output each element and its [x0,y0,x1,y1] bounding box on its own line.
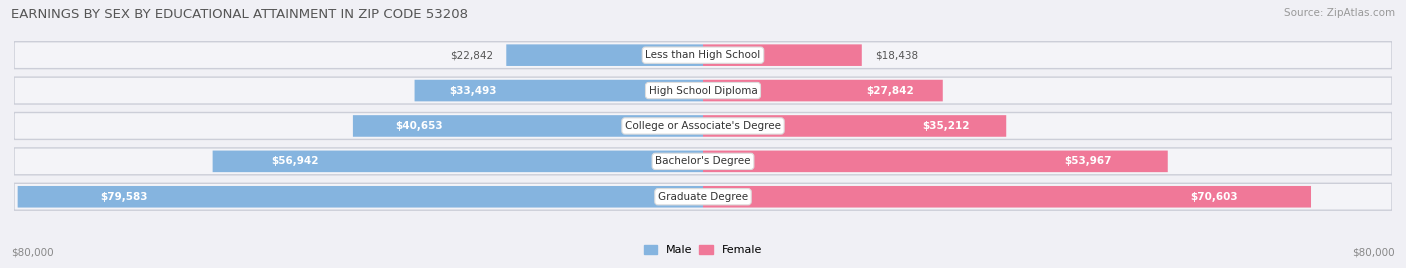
Legend: Male, Female: Male, Female [640,240,766,260]
Text: $18,438: $18,438 [875,50,918,60]
Text: $33,493: $33,493 [449,85,496,96]
FancyBboxPatch shape [14,148,1392,175]
FancyBboxPatch shape [353,115,703,137]
Text: $40,653: $40,653 [395,121,443,131]
Text: Bachelor's Degree: Bachelor's Degree [655,156,751,166]
Text: $80,000: $80,000 [1353,247,1395,257]
FancyBboxPatch shape [703,151,1168,172]
Text: $22,842: $22,842 [450,50,494,60]
Text: College or Associate's Degree: College or Associate's Degree [626,121,780,131]
Text: $80,000: $80,000 [11,247,53,257]
FancyBboxPatch shape [703,186,1310,207]
Text: $56,942: $56,942 [271,156,319,166]
FancyBboxPatch shape [506,44,703,66]
Text: $27,842: $27,842 [866,85,914,96]
FancyBboxPatch shape [212,151,703,172]
Text: Source: ZipAtlas.com: Source: ZipAtlas.com [1284,8,1395,18]
Text: $35,212: $35,212 [922,121,970,131]
FancyBboxPatch shape [14,183,1392,210]
Text: $79,583: $79,583 [100,192,148,202]
Text: Less than High School: Less than High School [645,50,761,60]
FancyBboxPatch shape [415,80,703,101]
Text: Graduate Degree: Graduate Degree [658,192,748,202]
FancyBboxPatch shape [703,115,1007,137]
Text: High School Diploma: High School Diploma [648,85,758,96]
Text: $70,603: $70,603 [1191,192,1239,202]
FancyBboxPatch shape [14,77,1392,104]
FancyBboxPatch shape [18,186,703,207]
Text: EARNINGS BY SEX BY EDUCATIONAL ATTAINMENT IN ZIP CODE 53208: EARNINGS BY SEX BY EDUCATIONAL ATTAINMEN… [11,8,468,21]
FancyBboxPatch shape [14,42,1392,69]
FancyBboxPatch shape [703,44,862,66]
FancyBboxPatch shape [703,80,943,101]
Text: $53,967: $53,967 [1064,156,1112,166]
FancyBboxPatch shape [14,113,1392,139]
